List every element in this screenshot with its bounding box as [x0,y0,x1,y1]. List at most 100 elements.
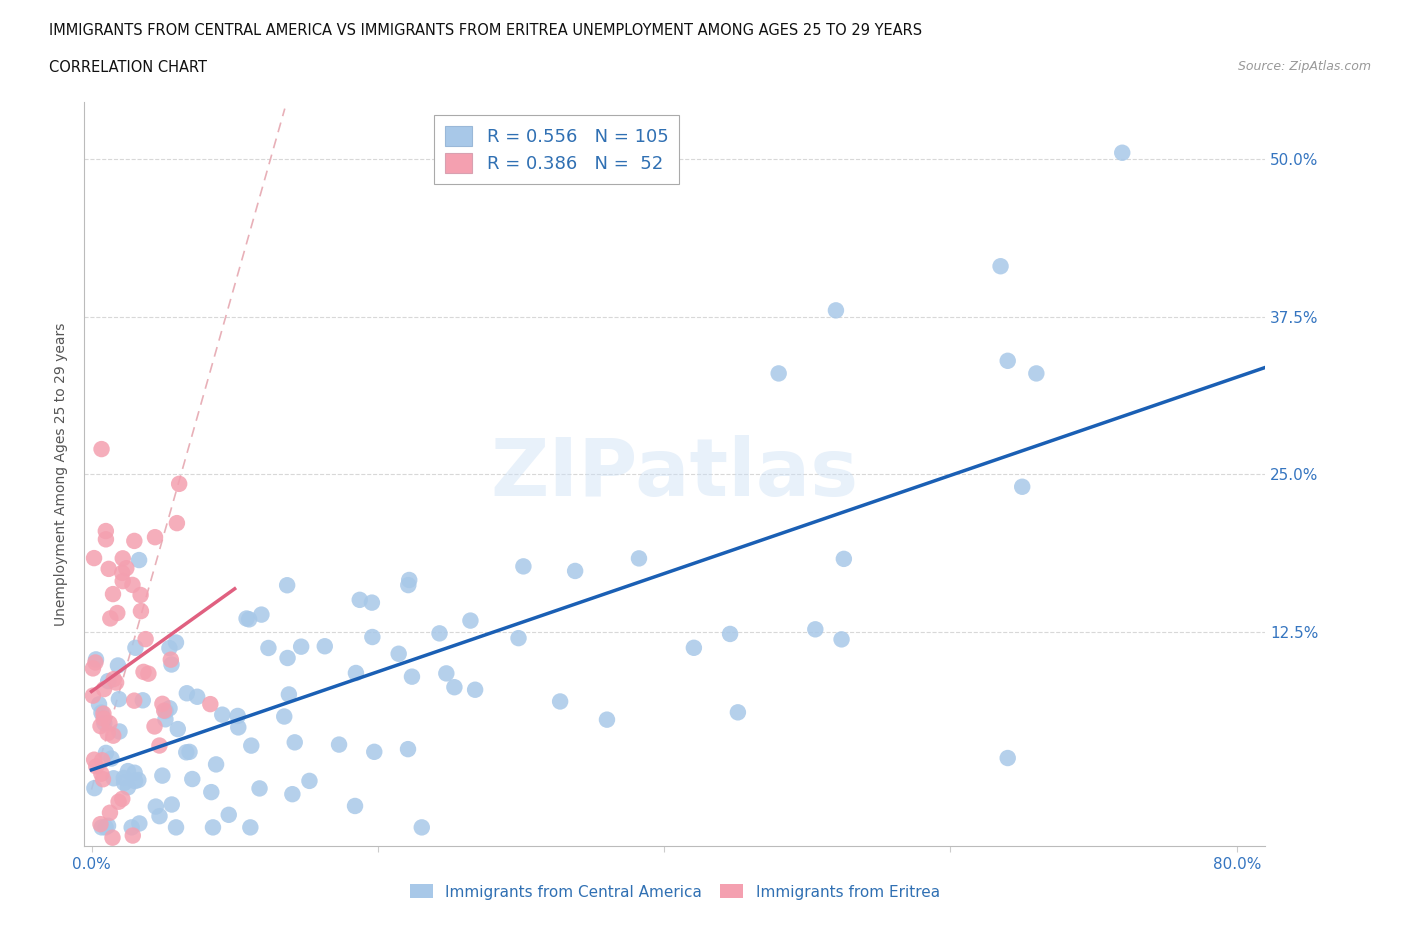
Point [107,794,129,809]
Point [97,725,120,740]
Point [176,685,198,700]
Point [148,809,170,824]
Point [103,771,125,786]
Point [100,751,122,766]
Point [94,532,117,547]
Point [129,588,152,603]
Point [82,688,104,703]
Point [167,476,190,491]
Point [508,631,530,645]
Point [84,759,107,774]
Point [344,666,367,681]
Point [91,753,114,768]
Text: Source: ZipAtlas.com: Source: ZipAtlas.com [1237,60,1371,73]
Point [564,564,586,578]
Point [97,673,120,688]
Point [105,675,128,690]
Point [143,719,166,734]
Point [997,353,1019,368]
Point [101,830,124,845]
Text: IMMIGRANTS FROM CENTRAL AMERICA VS IMMIGRANTS FROM ERITREA UNEMPLOYMENT AMONG AG: IMMIGRANTS FROM CENTRAL AMERICA VS IMMIG… [49,23,922,38]
Point [124,774,146,789]
Point [396,742,419,757]
Point [832,551,855,566]
Point [98,611,121,626]
Point [831,631,853,646]
Point [89,719,111,734]
Point [464,683,486,698]
Point [132,693,155,708]
Point [284,735,307,750]
Point [108,724,131,739]
Point [768,366,790,381]
Point [361,630,384,644]
Point [132,664,155,679]
Point [825,303,848,318]
Point [388,646,411,661]
Point [257,641,280,656]
Point [124,765,146,780]
Point [238,612,260,627]
Point [103,728,125,743]
Point [165,820,187,835]
Point [121,578,143,592]
Point [82,661,104,676]
Point [596,712,619,727]
Point [103,671,125,686]
Point [804,622,827,637]
Point [155,704,177,719]
Point [200,785,222,800]
Point [159,652,181,667]
Point [218,807,240,822]
Point [111,551,134,565]
Point [166,722,188,737]
Point [150,768,173,783]
Point [361,595,384,610]
Point [87,697,110,711]
Point [83,551,105,565]
Point [128,816,150,830]
Point [401,670,423,684]
Point [93,711,115,726]
Point [281,787,304,802]
Point [201,820,224,835]
Point [276,578,298,592]
Point [124,534,146,549]
Point [1111,145,1133,160]
Point [117,764,139,778]
Point [152,697,174,711]
Point [107,658,129,673]
Point [111,791,134,806]
Point [1025,366,1047,381]
Point [548,694,571,709]
Point [997,751,1019,765]
Point [128,552,150,567]
Point [235,611,257,626]
Point [112,776,135,790]
Point [98,805,121,820]
Point [97,562,120,577]
Point [434,666,457,681]
Point [181,772,204,787]
Point [101,587,124,602]
Point [226,709,249,724]
Point [105,605,128,620]
Point [94,524,117,538]
Text: CORRELATION CHART: CORRELATION CHART [49,60,207,75]
Point [186,689,208,704]
Point [94,820,117,835]
Point [314,639,336,654]
Point [363,744,385,759]
Point [160,658,183,672]
Point [93,706,115,721]
Point [166,516,188,531]
Point [512,559,534,574]
Point [108,692,131,707]
Point [328,737,350,752]
Point [97,818,120,833]
Point [83,752,105,767]
Point [344,799,367,814]
Point [990,259,1012,273]
Point [129,604,152,618]
Legend: Immigrants from Central America, Immigrants from Eritrea: Immigrants from Central America, Immigra… [404,878,946,906]
